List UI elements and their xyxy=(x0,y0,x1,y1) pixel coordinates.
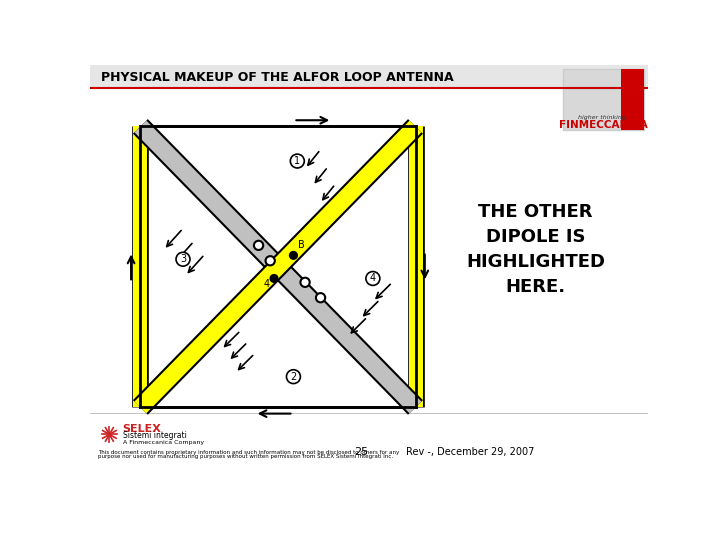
Bar xyxy=(621,69,644,130)
Circle shape xyxy=(266,256,275,265)
Circle shape xyxy=(366,272,380,286)
Text: THE OTHER
DIPOLE IS
HIGHLIGHTED
HERE.: THE OTHER DIPOLE IS HIGHLIGHTED HERE. xyxy=(466,204,605,296)
Circle shape xyxy=(289,252,297,259)
Circle shape xyxy=(287,370,300,383)
Bar xyxy=(563,69,644,130)
Text: SELEX: SELEX xyxy=(122,424,161,434)
Text: purpose nor used for manufacturing purposes without written permission from SELE: purpose nor used for manufacturing purpo… xyxy=(98,455,393,460)
Text: 2: 2 xyxy=(290,372,297,382)
Circle shape xyxy=(254,241,264,250)
Text: higher thinking.: higher thinking. xyxy=(578,114,628,120)
Text: 3: 3 xyxy=(180,254,186,264)
Bar xyxy=(90,65,648,88)
Circle shape xyxy=(316,293,325,302)
Circle shape xyxy=(300,278,310,287)
Text: FINMECCANICA: FINMECCANICA xyxy=(559,120,647,130)
Circle shape xyxy=(290,154,305,168)
Text: B: B xyxy=(298,240,305,251)
Text: 4: 4 xyxy=(264,279,269,289)
Circle shape xyxy=(176,252,190,266)
Text: Rev -, December 29, 2007: Rev -, December 29, 2007 xyxy=(405,447,534,457)
Bar xyxy=(140,126,415,408)
Text: 25: 25 xyxy=(354,447,369,457)
Text: 1: 1 xyxy=(294,156,300,166)
Text: This document contains proprietary information and such information may not be d: This document contains proprietary infor… xyxy=(98,450,399,455)
Text: Sistemi integrati: Sistemi integrati xyxy=(122,431,186,441)
Circle shape xyxy=(270,275,278,282)
Bar xyxy=(140,126,415,408)
Text: A Finmeccanica Company: A Finmeccanica Company xyxy=(122,440,204,444)
Text: PHYSICAL MAKEUP OF THE ALFOR LOOP ANTENNA: PHYSICAL MAKEUP OF THE ALFOR LOOP ANTENN… xyxy=(101,71,454,84)
Text: 4: 4 xyxy=(370,273,376,284)
